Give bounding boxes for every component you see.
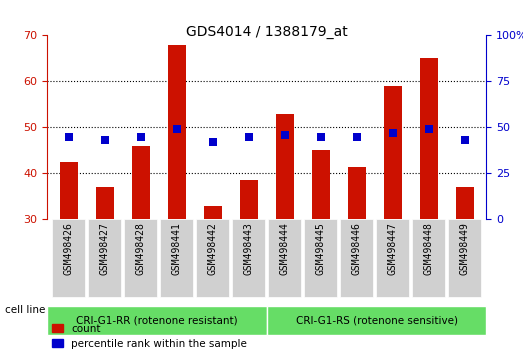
Bar <box>168 45 186 219</box>
Point <box>425 126 433 132</box>
Bar <box>132 146 150 219</box>
Point <box>245 134 253 139</box>
Bar <box>124 219 157 297</box>
Bar <box>276 114 294 219</box>
Bar <box>376 219 410 297</box>
Point <box>353 134 361 139</box>
Bar <box>412 219 446 297</box>
Bar <box>232 219 265 297</box>
Bar <box>340 219 373 297</box>
Bar <box>384 86 402 219</box>
Text: CRI-G1-RR (rotenone resistant): CRI-G1-RR (rotenone resistant) <box>76 315 238 325</box>
Bar <box>88 219 121 297</box>
Text: cell line: cell line <box>5 305 46 315</box>
Bar <box>348 166 366 219</box>
Bar <box>420 58 438 219</box>
Point <box>389 130 397 136</box>
Text: CRI-G1-RS (rotenone sensitive): CRI-G1-RS (rotenone sensitive) <box>295 315 458 325</box>
Point <box>461 137 469 143</box>
Bar <box>196 219 229 297</box>
Point <box>100 137 109 143</box>
Point <box>316 134 325 139</box>
Bar <box>240 181 258 219</box>
Point <box>209 139 217 145</box>
Bar <box>204 206 222 219</box>
Bar <box>304 219 337 297</box>
Bar <box>268 219 301 297</box>
Text: GDS4014 / 1388179_at: GDS4014 / 1388179_at <box>186 25 348 39</box>
Point <box>64 134 73 139</box>
Bar <box>52 219 85 297</box>
Point <box>173 126 181 132</box>
Point <box>137 134 145 139</box>
Bar <box>448 219 481 297</box>
Bar <box>312 150 329 219</box>
Bar <box>60 162 78 219</box>
Bar <box>456 187 474 219</box>
Bar <box>160 219 194 297</box>
Bar <box>96 187 113 219</box>
Legend: count, percentile rank within the sample: count, percentile rank within the sample <box>52 324 247 349</box>
Point <box>280 132 289 138</box>
